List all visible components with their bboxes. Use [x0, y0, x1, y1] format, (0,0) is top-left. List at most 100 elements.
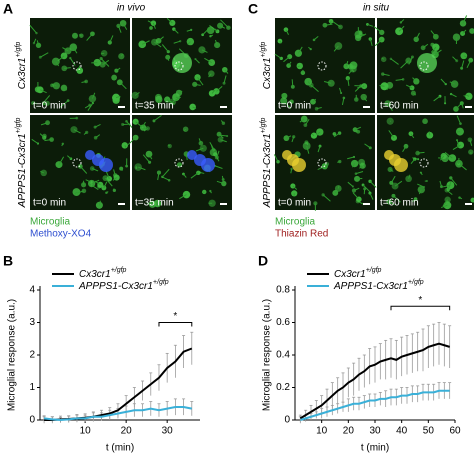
significance-label: *	[173, 311, 177, 322]
process	[135, 121, 143, 128]
cell	[417, 185, 425, 194]
process	[369, 180, 377, 188]
process	[183, 128, 187, 132]
process	[352, 163, 356, 168]
process	[167, 57, 170, 61]
process	[442, 199, 449, 207]
process	[102, 59, 110, 65]
x-axis-label: t (min)	[361, 443, 389, 454]
process	[62, 47, 69, 52]
process	[279, 40, 282, 44]
process	[91, 184, 99, 190]
panel-title: in vivo	[117, 3, 146, 14]
process	[42, 102, 48, 106]
legend-entry: APPPS1-Cx3cr1+/gfp	[333, 279, 424, 292]
process	[412, 198, 416, 203]
cell	[386, 198, 392, 205]
process	[288, 61, 292, 66]
process	[444, 151, 453, 159]
cell	[381, 72, 385, 76]
process	[220, 139, 227, 143]
process	[153, 114, 162, 122]
row-label: Cx3cr1+/gfp	[15, 42, 28, 90]
time-label: t=60 min	[380, 198, 419, 209]
label-base: Cx3cr1	[262, 58, 273, 90]
time-label: t=0 min	[278, 101, 311, 112]
cell	[97, 181, 104, 188]
process	[78, 34, 82, 37]
process	[410, 133, 415, 139]
legend-entry: Thiazin Red	[275, 229, 328, 240]
process	[311, 133, 315, 137]
process	[462, 15, 468, 24]
cell	[401, 78, 405, 81]
legend-entry: Microglia	[275, 217, 315, 228]
process	[197, 77, 204, 86]
process	[92, 168, 99, 172]
process	[324, 23, 333, 26]
process	[469, 139, 473, 146]
cell	[276, 160, 280, 164]
cell	[167, 143, 172, 149]
process	[76, 190, 85, 194]
cell	[354, 175, 361, 182]
process	[109, 35, 114, 43]
process	[347, 181, 354, 187]
process	[219, 134, 228, 137]
process	[283, 56, 291, 63]
legend-entry: APPPS1-Cx3cr1+/gfp	[78, 279, 169, 292]
process	[32, 102, 37, 104]
process	[297, 65, 300, 68]
process	[44, 139, 52, 142]
process	[388, 130, 395, 139]
process	[334, 132, 337, 135]
target-marker	[317, 158, 327, 168]
process	[31, 138, 39, 144]
process	[94, 180, 101, 186]
process	[63, 87, 68, 91]
process	[285, 29, 289, 35]
row-label: APPPS1-Cx3cr1+/gfp	[15, 118, 28, 209]
process	[218, 133, 224, 139]
process	[113, 169, 116, 176]
process	[134, 92, 140, 96]
panel-letter: C	[248, 1, 258, 17]
process	[64, 67, 71, 69]
process	[166, 17, 173, 24]
process	[80, 166, 88, 174]
process	[418, 189, 422, 195]
process	[386, 85, 391, 90]
y-axis-label: Microglial response (a.u.)	[262, 299, 273, 411]
process	[465, 94, 470, 97]
process	[322, 194, 331, 202]
process	[183, 173, 187, 178]
y-tick-label: 0	[29, 415, 35, 426]
process	[199, 171, 205, 174]
process	[146, 202, 153, 205]
process	[353, 187, 360, 191]
process	[100, 52, 105, 55]
process	[154, 41, 162, 48]
cell	[81, 182, 87, 188]
cell	[40, 169, 48, 177]
process	[333, 132, 340, 138]
y-tick-label: 1	[29, 382, 35, 393]
y-tick-label: 3	[29, 317, 35, 328]
process	[122, 22, 128, 30]
process	[209, 141, 215, 150]
process	[173, 40, 181, 44]
cell	[409, 85, 415, 91]
process	[74, 191, 77, 195]
plaque	[394, 158, 408, 172]
process	[292, 185, 298, 190]
process	[283, 100, 292, 109]
process	[352, 192, 360, 200]
process	[220, 19, 229, 29]
plaque	[85, 150, 95, 160]
process	[201, 49, 208, 53]
process	[142, 127, 147, 130]
cell	[75, 116, 79, 120]
process	[459, 197, 463, 200]
process	[120, 168, 123, 171]
process	[127, 137, 137, 145]
